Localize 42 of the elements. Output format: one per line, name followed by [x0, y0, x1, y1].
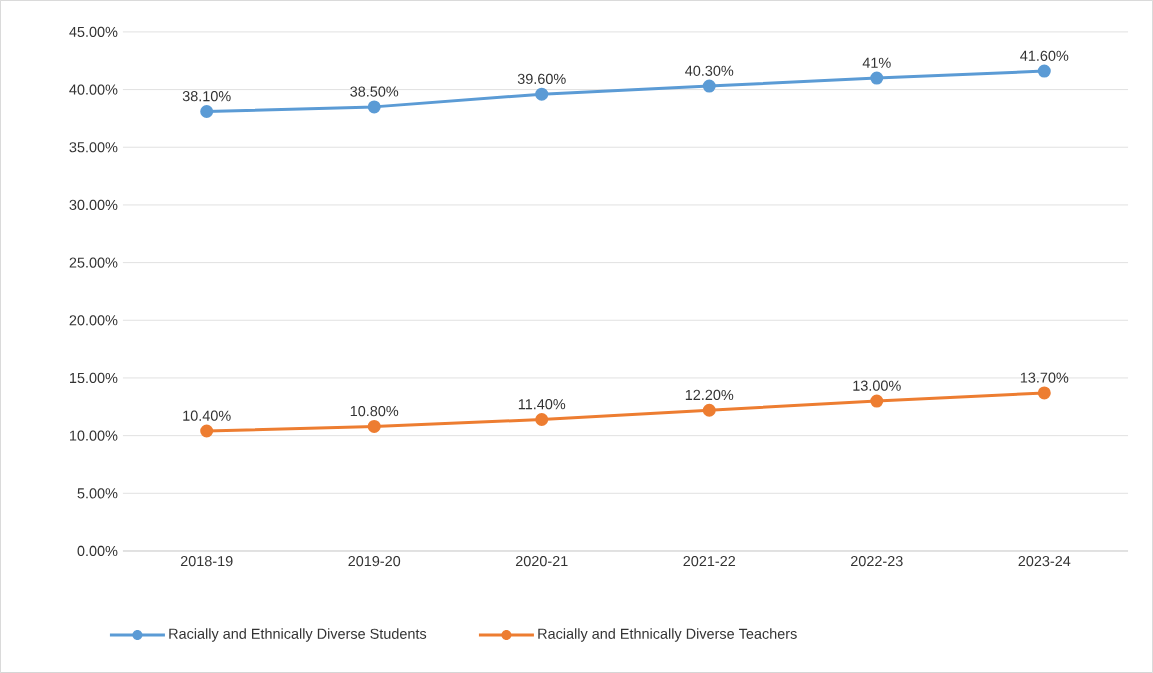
data-label: 11.40%: [518, 399, 566, 410]
legend-label: Racially and Ethnically Diverse Teachers: [538, 628, 797, 642]
y-tick-label: 5.00%: [77, 488, 118, 499]
data-label: 12.20%: [685, 389, 734, 401]
data-label: 13.00%: [853, 380, 901, 391]
x-tick-label: 2019-20: [348, 556, 401, 567]
data-label: 40.30%: [685, 65, 734, 76]
data-label: 13.70%: [1020, 372, 1069, 383]
point: [200, 105, 214, 119]
y-tick-label: 20.00%: [69, 315, 118, 326]
point: [702, 403, 716, 417]
data-label: 10.40%: [183, 410, 231, 421]
y-tick-label: 35.00%: [69, 142, 118, 153]
x-tick-label: 2023-24: [1018, 556, 1071, 567]
point: [535, 413, 549, 427]
point: [1037, 386, 1051, 400]
data-label: 39.60%: [517, 73, 566, 85]
x-tick-label: 2020-21: [515, 556, 568, 567]
x-tick-label: 2022-23: [851, 556, 903, 567]
data-label: 10.80%: [350, 406, 399, 417]
y-tick-label: 10.00%: [70, 430, 118, 441]
point: [200, 424, 214, 438]
x-tick-label: 2021-22: [683, 556, 736, 567]
point: [367, 100, 381, 114]
data-label: 38.50%: [350, 86, 399, 97]
x-tick-label: 2018-19: [180, 556, 233, 567]
point: [367, 419, 381, 433]
y-tick-label: 40.00%: [69, 84, 118, 95]
point: [1037, 64, 1051, 78]
y-tick-label: 25.00%: [69, 257, 118, 268]
data-label: 38.10%: [182, 91, 231, 102]
data-label: 41%: [862, 57, 891, 68]
point: [870, 394, 884, 408]
y-tick-label: 30.00%: [69, 199, 118, 211]
y-tick-label: 15.00%: [70, 372, 118, 384]
data-label: 41.60%: [1020, 50, 1069, 61]
legend-label: Racially and Ethnically Diverse Students: [169, 628, 427, 642]
point: [702, 79, 716, 93]
point: [870, 71, 884, 85]
y-tick-label: 45.00%: [69, 26, 118, 38]
y-tick-label: 0.00%: [77, 545, 118, 557]
point: [535, 87, 549, 101]
